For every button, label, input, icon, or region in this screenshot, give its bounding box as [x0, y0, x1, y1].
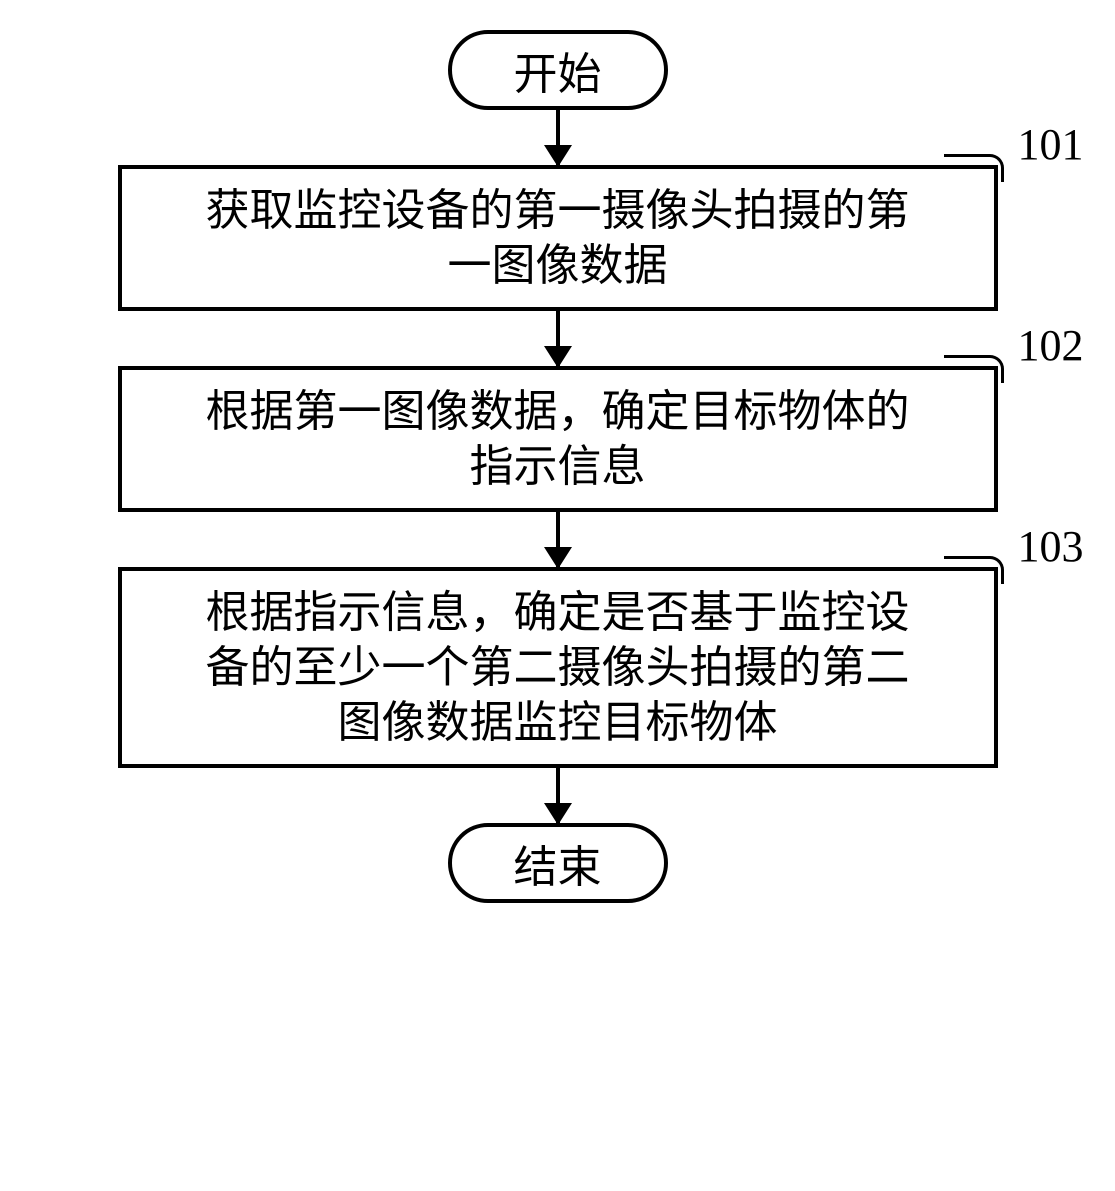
process-103-line2: 备的至少一个第二摄像头拍摄的第二	[206, 643, 910, 692]
arrow-1	[556, 110, 560, 165]
process-101-text: 获取监控设备的第一摄像头拍摄的第 一图像数据	[206, 183, 910, 293]
process-103-text: 根据指示信息，确定是否基于监控设 备的至少一个第二摄像头拍摄的第二 图像数据监控…	[206, 585, 910, 750]
step-num-103: 103	[1018, 521, 1084, 572]
callout-line-103	[944, 556, 1004, 584]
process-103-line3: 图像数据监控目标物体	[338, 698, 778, 747]
arrow-2	[556, 311, 560, 366]
step-num-101: 101	[1018, 119, 1084, 170]
end-label: 结束	[514, 831, 602, 895]
arrow-4	[556, 768, 560, 823]
process-102-line2: 指示信息	[470, 442, 646, 491]
start-label: 开始	[514, 38, 602, 102]
process-102-line1: 根据第一图像数据，确定目标物体的	[206, 387, 910, 436]
process-101-line2: 一图像数据	[448, 241, 668, 290]
process-101: 101 获取监控设备的第一摄像头拍摄的第 一图像数据	[118, 165, 998, 311]
step-num-102: 102	[1018, 320, 1084, 371]
end-terminator: 结束	[448, 823, 668, 903]
arrow-3	[556, 512, 560, 567]
callout-line-101	[944, 154, 1004, 182]
process-103: 103 根据指示信息，确定是否基于监控设 备的至少一个第二摄像头拍摄的第二 图像…	[118, 567, 998, 768]
start-terminator: 开始	[448, 30, 668, 110]
process-102-text: 根据第一图像数据，确定目标物体的 指示信息	[206, 384, 910, 494]
process-101-line1: 获取监控设备的第一摄像头拍摄的第	[206, 186, 910, 235]
callout-line-102	[944, 355, 1004, 383]
flowchart: 开始 101 获取监控设备的第一摄像头拍摄的第 一图像数据 102 根据第一图像…	[58, 30, 1058, 903]
process-102: 102 根据第一图像数据，确定目标物体的 指示信息	[118, 366, 998, 512]
process-103-line1: 根据指示信息，确定是否基于监控设	[206, 588, 910, 637]
